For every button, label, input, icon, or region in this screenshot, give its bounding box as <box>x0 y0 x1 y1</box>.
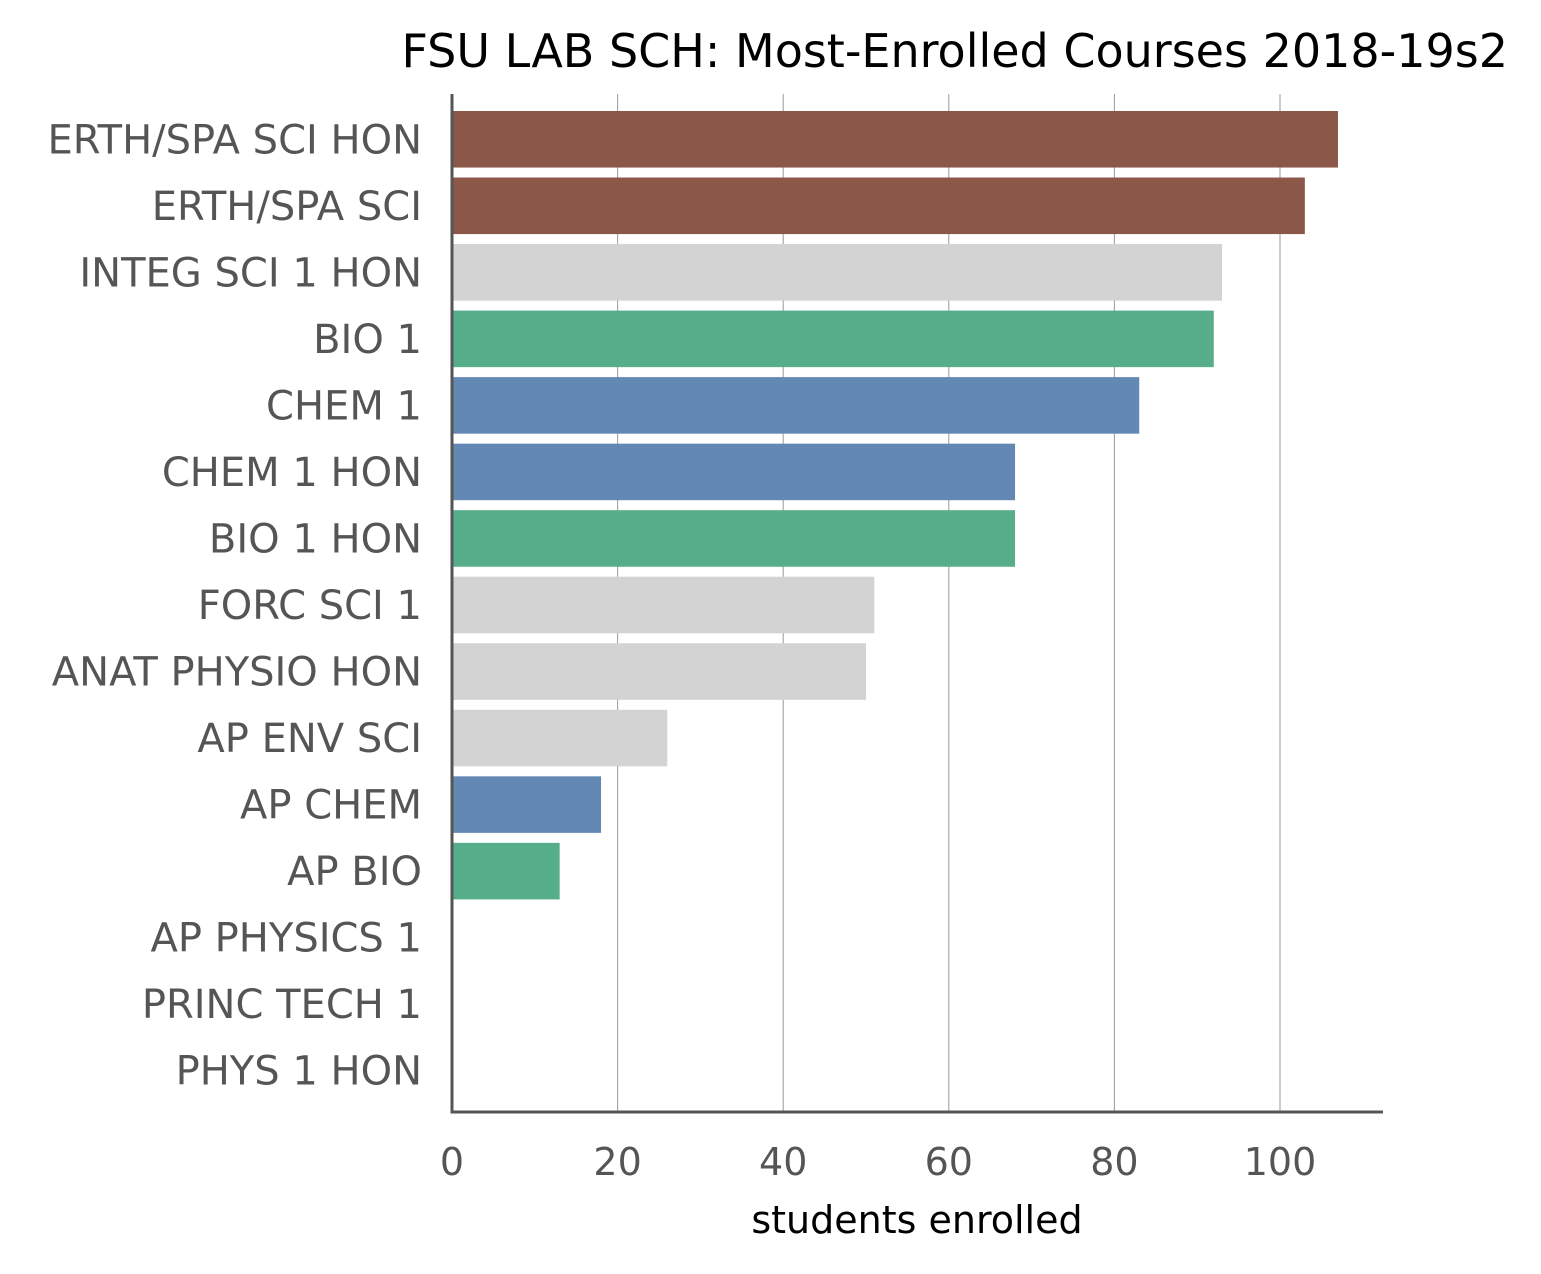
chart-title: FSU LAB SCH: Most-Enrolled Courses 2018-… <box>402 24 1509 78</box>
bars <box>452 110 1338 900</box>
category-label: BIO 1 <box>313 317 422 363</box>
x-tick-label: 60 <box>925 1140 973 1184</box>
axis-lines <box>450 94 1383 1114</box>
category-label: PHYS 1 HON <box>176 1049 422 1095</box>
category-label: ERTH/SPA SCI <box>152 184 422 230</box>
bar <box>452 110 1338 168</box>
x-tick-label: 40 <box>759 1140 807 1184</box>
x-tick-label: 80 <box>1090 1140 1138 1184</box>
x-tick-label: 0 <box>440 1140 464 1184</box>
category-label: PRINC TECH 1 <box>142 982 422 1028</box>
x-tick-label: 20 <box>593 1140 641 1184</box>
category-label: ERTH/SPA SCI HON <box>48 117 423 163</box>
bar <box>452 576 875 634</box>
category-label: ANAT PHYSIO HON <box>52 650 422 696</box>
bar <box>452 177 1305 235</box>
category-label: CHEM 1 HON <box>162 450 422 496</box>
bar <box>452 443 1016 501</box>
bar <box>452 776 602 833</box>
bar <box>452 643 866 700</box>
x-tick-labels: 0 20 40 60 80 100 <box>440 1140 1316 1184</box>
category-label: CHEM 1 <box>266 383 422 429</box>
category-labels: ERTH/SPA SCI HON ERTH/SPA SCI INTEG SCI 1 … <box>48 117 423 1094</box>
category-label: AP ENV SCI <box>197 716 422 762</box>
category-label: FORC SCI 1 <box>198 583 422 629</box>
bar <box>452 310 1214 368</box>
bar <box>452 377 1140 434</box>
bar <box>452 842 560 900</box>
category-label: AP BIO <box>287 849 422 895</box>
bar <box>452 709 668 767</box>
category-label: AP CHEM <box>240 783 422 829</box>
x-tick-label: 100 <box>1244 1140 1317 1184</box>
x-axis-title: students enrolled <box>751 1198 1082 1242</box>
bar <box>452 510 1016 567</box>
category-label: AP PHYSICS 1 <box>150 916 422 962</box>
category-label: INTEG SCI 1 HON <box>79 250 422 296</box>
category-label: BIO 1 HON <box>209 516 422 562</box>
bar <box>452 244 1223 301</box>
